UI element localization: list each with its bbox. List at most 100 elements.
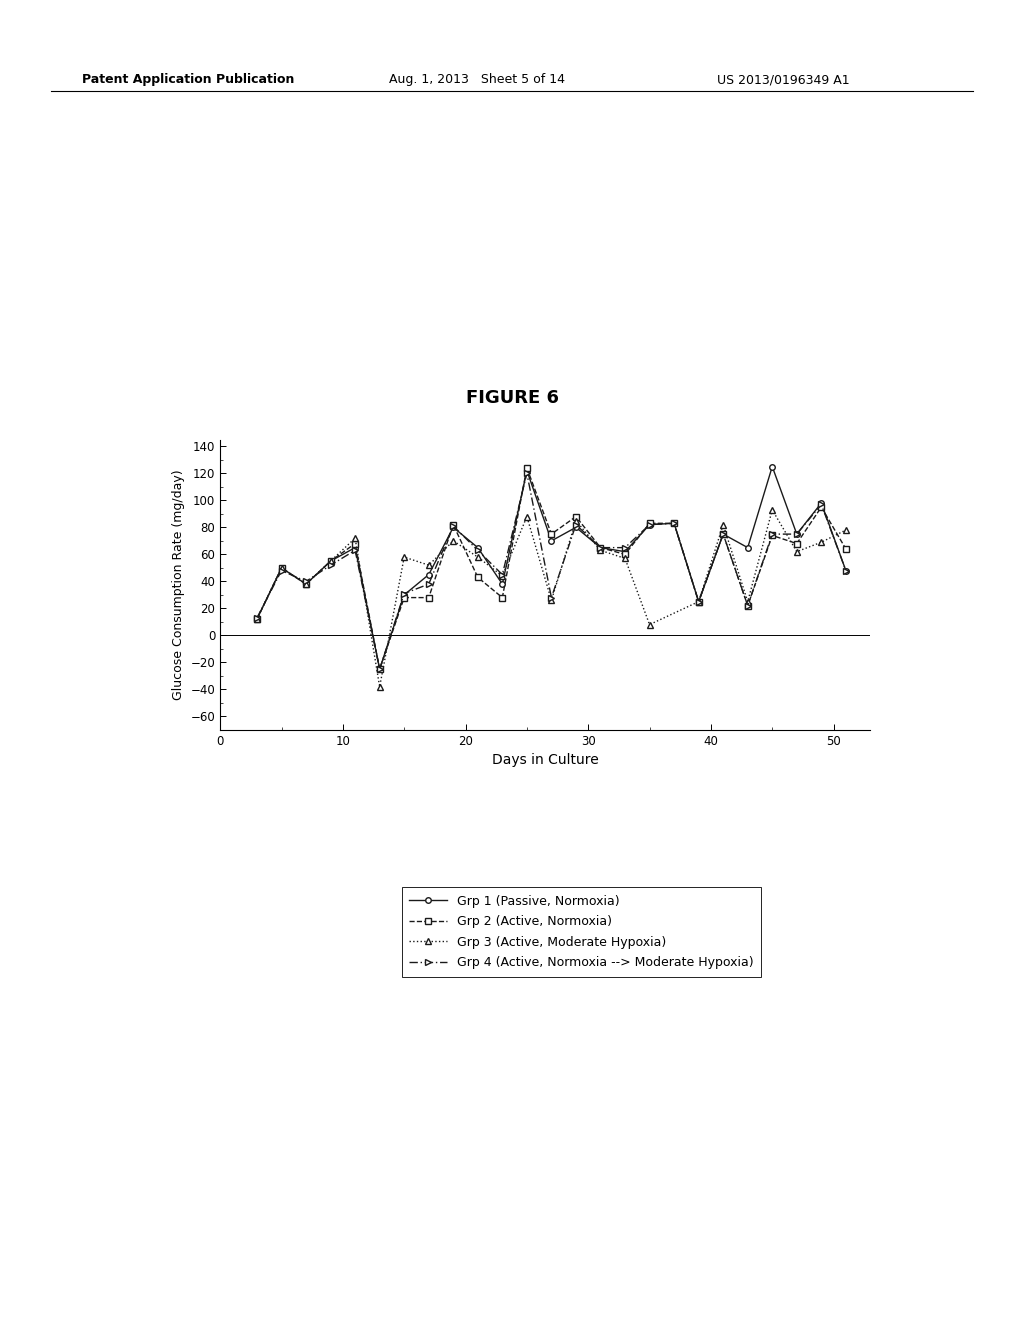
Grp 3 (Active, Moderate Hypoxia) [741, 594, 754, 610]
Grp 1 (Passive, Normoxia) [545, 533, 557, 549]
Grp 2 (Active, Normoxia) [423, 590, 435, 606]
Grp 1 (Passive, Normoxia) [251, 611, 263, 627]
Grp 4 (Active, Normoxia --> Moderate Hypoxia) [325, 557, 337, 573]
Grp 4 (Active, Normoxia --> Moderate Hypoxia) [423, 576, 435, 591]
Grp 1 (Passive, Normoxia) [569, 520, 582, 536]
Grp 4 (Active, Normoxia --> Moderate Hypoxia) [791, 527, 803, 543]
Grp 1 (Passive, Normoxia) [472, 540, 484, 556]
Grp 4 (Active, Normoxia --> Moderate Hypoxia) [717, 527, 729, 543]
Grp 3 (Active, Moderate Hypoxia) [447, 533, 460, 549]
Grp 2 (Active, Normoxia) [374, 661, 386, 677]
Grp 3 (Active, Moderate Hypoxia) [569, 512, 582, 528]
Grp 2 (Active, Normoxia) [545, 527, 557, 543]
Grp 4 (Active, Normoxia --> Moderate Hypoxia) [275, 562, 288, 578]
Grp 4 (Active, Normoxia --> Moderate Hypoxia) [472, 543, 484, 558]
Grp 1 (Passive, Normoxia) [497, 576, 509, 591]
Grp 1 (Passive, Normoxia) [594, 540, 606, 556]
Grp 3 (Active, Moderate Hypoxia) [521, 508, 534, 524]
Grp 2 (Active, Normoxia) [447, 516, 460, 532]
Grp 3 (Active, Moderate Hypoxia) [472, 549, 484, 565]
Grp 4 (Active, Normoxia --> Moderate Hypoxia) [840, 562, 852, 578]
Grp 1 (Passive, Normoxia) [643, 516, 655, 532]
Grp 2 (Active, Normoxia) [692, 594, 705, 610]
Grp 2 (Active, Normoxia) [349, 536, 361, 552]
Grp 4 (Active, Normoxia --> Moderate Hypoxia) [545, 590, 557, 606]
Grp 3 (Active, Moderate Hypoxia) [840, 523, 852, 539]
Grp 3 (Active, Moderate Hypoxia) [791, 544, 803, 560]
Text: Patent Application Publication: Patent Application Publication [82, 73, 294, 86]
Grp 2 (Active, Normoxia) [275, 560, 288, 576]
Grp 1 (Passive, Normoxia) [840, 562, 852, 578]
Grp 3 (Active, Moderate Hypoxia) [643, 616, 655, 632]
Grp 3 (Active, Moderate Hypoxia) [423, 557, 435, 573]
Grp 1 (Passive, Normoxia) [741, 540, 754, 556]
Grp 4 (Active, Normoxia --> Moderate Hypoxia) [643, 516, 655, 532]
Grp 3 (Active, Moderate Hypoxia) [815, 535, 827, 550]
Grp 3 (Active, Moderate Hypoxia) [766, 502, 778, 517]
Grp 4 (Active, Normoxia --> Moderate Hypoxia) [692, 594, 705, 610]
Grp 2 (Active, Normoxia) [717, 527, 729, 543]
Grp 4 (Active, Normoxia --> Moderate Hypoxia) [668, 515, 680, 531]
Grp 1 (Passive, Normoxia) [398, 587, 411, 603]
Text: US 2013/0196349 A1: US 2013/0196349 A1 [717, 73, 850, 86]
Grp 2 (Active, Normoxia) [251, 611, 263, 627]
Grp 4 (Active, Normoxia --> Moderate Hypoxia) [251, 610, 263, 626]
Grp 4 (Active, Normoxia --> Moderate Hypoxia) [521, 466, 534, 482]
Grp 2 (Active, Normoxia) [766, 528, 778, 544]
Grp 1 (Passive, Normoxia) [447, 520, 460, 536]
Grp 2 (Active, Normoxia) [497, 590, 509, 606]
Grp 4 (Active, Normoxia --> Moderate Hypoxia) [374, 661, 386, 677]
Grp 3 (Active, Moderate Hypoxia) [251, 611, 263, 627]
Grp 1 (Passive, Normoxia) [815, 495, 827, 511]
Grp 3 (Active, Moderate Hypoxia) [349, 531, 361, 546]
Grp 3 (Active, Moderate Hypoxia) [275, 560, 288, 576]
Grp 2 (Active, Normoxia) [398, 590, 411, 606]
Grp 3 (Active, Moderate Hypoxia) [717, 516, 729, 532]
Grp 2 (Active, Normoxia) [668, 515, 680, 531]
Grp 4 (Active, Normoxia --> Moderate Hypoxia) [594, 540, 606, 556]
Text: Aug. 1, 2013   Sheet 5 of 14: Aug. 1, 2013 Sheet 5 of 14 [389, 73, 565, 86]
Legend: Grp 1 (Passive, Normoxia), Grp 2 (Active, Normoxia), Grp 3 (Active, Moderate Hyp: Grp 1 (Passive, Normoxia), Grp 2 (Active… [402, 887, 761, 977]
Grp 3 (Active, Moderate Hypoxia) [398, 549, 411, 565]
Grp 1 (Passive, Normoxia) [521, 463, 534, 479]
Grp 1 (Passive, Normoxia) [766, 458, 778, 474]
Grp 1 (Passive, Normoxia) [349, 540, 361, 556]
Grp 4 (Active, Normoxia --> Moderate Hypoxia) [618, 540, 631, 556]
Grp 3 (Active, Moderate Hypoxia) [545, 593, 557, 609]
Grp 3 (Active, Moderate Hypoxia) [374, 678, 386, 694]
Grp 1 (Passive, Normoxia) [423, 566, 435, 582]
Grp 2 (Active, Normoxia) [791, 536, 803, 552]
Grp 2 (Active, Normoxia) [569, 508, 582, 524]
Grp 2 (Active, Normoxia) [300, 576, 312, 591]
Grp 2 (Active, Normoxia) [815, 499, 827, 515]
Grp 3 (Active, Moderate Hypoxia) [300, 576, 312, 591]
Grp 1 (Passive, Normoxia) [668, 515, 680, 531]
Line: Grp 4 (Active, Normoxia --> Moderate Hypoxia): Grp 4 (Active, Normoxia --> Moderate Hyp… [254, 470, 849, 672]
Grp 4 (Active, Normoxia --> Moderate Hypoxia) [447, 517, 460, 533]
Grp 3 (Active, Moderate Hypoxia) [618, 550, 631, 566]
Grp 1 (Passive, Normoxia) [791, 527, 803, 543]
Grp 2 (Active, Normoxia) [521, 459, 534, 475]
Grp 4 (Active, Normoxia --> Moderate Hypoxia) [766, 527, 778, 543]
Line: Grp 1 (Passive, Normoxia): Grp 1 (Passive, Normoxia) [254, 463, 849, 672]
Grp 1 (Passive, Normoxia) [374, 661, 386, 677]
Grp 2 (Active, Normoxia) [325, 553, 337, 569]
Line: Grp 2 (Active, Normoxia): Grp 2 (Active, Normoxia) [254, 465, 849, 672]
X-axis label: Days in Culture: Days in Culture [492, 754, 599, 767]
Grp 4 (Active, Normoxia --> Moderate Hypoxia) [398, 586, 411, 602]
Grp 4 (Active, Normoxia --> Moderate Hypoxia) [815, 496, 827, 512]
Grp 3 (Active, Moderate Hypoxia) [325, 553, 337, 569]
Grp 4 (Active, Normoxia --> Moderate Hypoxia) [741, 598, 754, 614]
Grp 1 (Passive, Normoxia) [300, 576, 312, 591]
Grp 4 (Active, Normoxia --> Moderate Hypoxia) [349, 543, 361, 558]
Grp 4 (Active, Normoxia --> Moderate Hypoxia) [300, 573, 312, 589]
Grp 1 (Passive, Normoxia) [692, 594, 705, 610]
Grp 2 (Active, Normoxia) [472, 569, 484, 585]
Grp 3 (Active, Moderate Hypoxia) [497, 568, 509, 583]
Grp 3 (Active, Moderate Hypoxia) [594, 543, 606, 558]
Grp 4 (Active, Normoxia --> Moderate Hypoxia) [569, 516, 582, 532]
Grp 2 (Active, Normoxia) [618, 546, 631, 562]
Grp 4 (Active, Normoxia --> Moderate Hypoxia) [497, 566, 509, 582]
Grp 2 (Active, Normoxia) [594, 540, 606, 556]
Grp 2 (Active, Normoxia) [643, 515, 655, 531]
